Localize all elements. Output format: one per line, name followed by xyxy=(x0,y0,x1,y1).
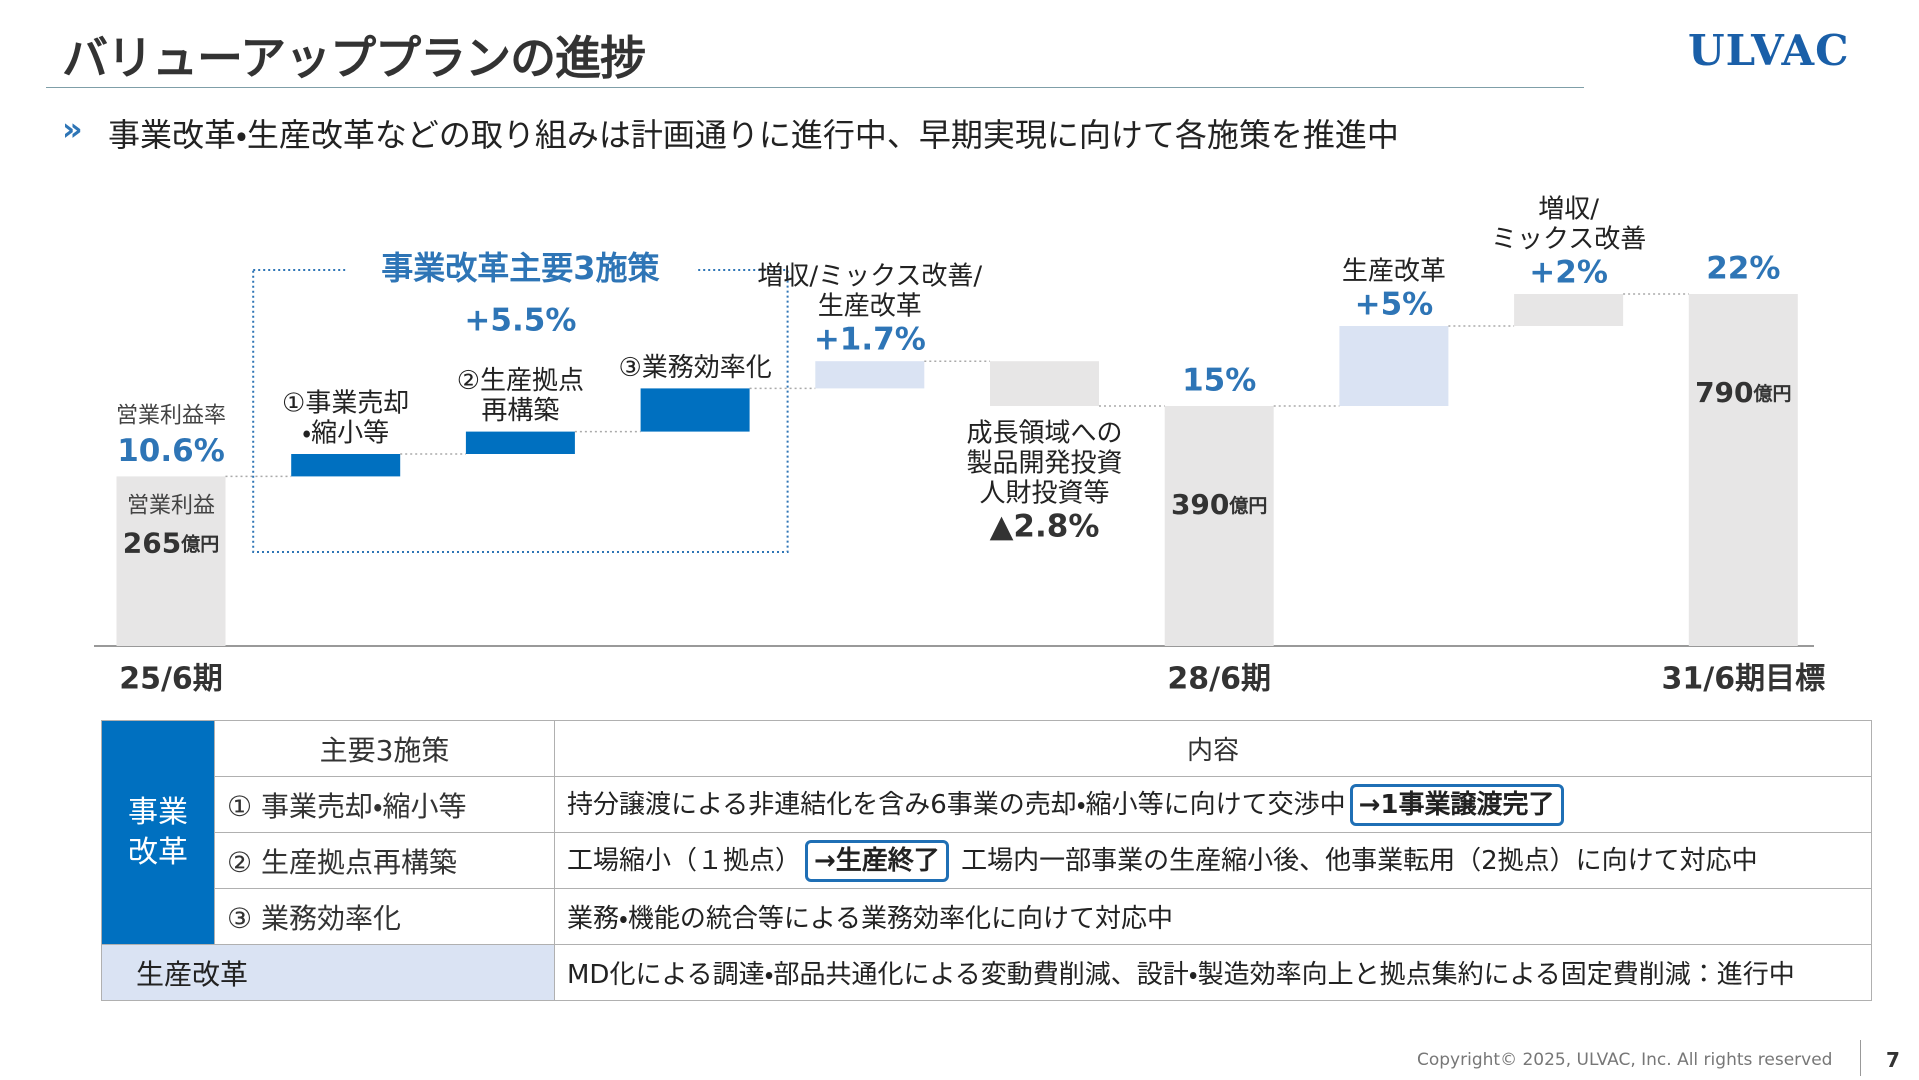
profit-unit: 億円 xyxy=(1228,494,1267,517)
content-text: 工場内一部事業の生産縮小後、他事業転用（2拠点）に向けて対応中 xyxy=(961,845,1758,876)
status-badge: →1事業譲渡完了 xyxy=(1349,783,1564,826)
step-label: 増収/ミックス改善/ xyxy=(757,262,982,292)
value-label: +1.7% xyxy=(814,322,926,358)
side-header-line: 事業 xyxy=(128,794,188,830)
table-row: 事業改革 主要3施策 内容 xyxy=(101,720,1872,945)
step-bar xyxy=(1339,326,1449,406)
step-label: ③業務効率化 xyxy=(618,353,771,383)
inner-label: 営業利益 xyxy=(127,493,215,518)
table-row: ③ 業務効率化 業務・機能の統合等による業務効率化に向けて対応中 xyxy=(102,888,1872,945)
total-bar xyxy=(116,476,226,646)
step-label: 生産改革 xyxy=(818,292,922,322)
step-bar xyxy=(291,454,401,477)
profit-unit: 億円 xyxy=(1753,382,1792,405)
category-label: 25/6期 xyxy=(119,662,223,697)
step-label: 成長領域への xyxy=(966,419,1122,449)
step-label: 再構築 xyxy=(481,396,559,426)
group-box xyxy=(252,269,789,553)
content-text: 持分譲渡による非連結化を含み6事業の売却・縮小等に向けて交渉中 xyxy=(567,789,1346,820)
profit-label: 390億円 xyxy=(1171,488,1267,521)
profit-value: 390 xyxy=(1171,488,1229,521)
item-cell: 生産改革 xyxy=(101,944,555,1001)
step-label: 増収/ xyxy=(1538,195,1599,225)
copyright: Copyright© 2025, ULVAC, Inc. All rights … xyxy=(1417,1050,1833,1070)
value-label: 22% xyxy=(1706,251,1780,287)
step-label: 人財投資等 xyxy=(979,479,1109,509)
measures-table: 事業改革 主要3施策 内容 ① 事業売却・縮小等 持分譲渡による非連結化を含み6… xyxy=(101,720,1872,1001)
slide-title: バリューアッププランの進捗 xyxy=(62,31,646,85)
profit-value: 790 xyxy=(1695,376,1753,409)
value-label: +2% xyxy=(1529,255,1608,291)
step-bar xyxy=(815,361,925,389)
step-label: ②生産拠点 xyxy=(457,366,584,396)
table-row: ② 生産拠点再構築 工場縮小（１拠点） →生産終了 工場内一部事業の生産縮小後、他… xyxy=(102,832,1872,889)
value-label: +5.5% xyxy=(464,303,576,339)
step-label: ミックス改善 xyxy=(1491,225,1646,255)
step-bar xyxy=(990,361,1099,406)
status-badge: →生産終了 xyxy=(805,839,949,882)
value-label: 10.6% xyxy=(117,433,225,469)
item-cell: ① 事業売却・縮小等 xyxy=(214,776,555,833)
category-label: 28/6期 xyxy=(1167,662,1271,697)
step-bar xyxy=(640,388,750,432)
step-label: 製品開発投資 xyxy=(966,449,1122,479)
group-title: 事業改革主要3施策 xyxy=(381,249,659,287)
column-header: 主要3施策 xyxy=(214,720,555,777)
item-cell: ② 生産拠点再構築 xyxy=(214,832,555,889)
table-row: ① 事業売却・縮小等 持分譲渡による非連結化を含み6事業の売却・縮小等に向けて交… xyxy=(102,776,1872,833)
subtitle: 事業改革・生産改革などの取り組みは計画通りに進行中、早期実現に向けて各施策を推進… xyxy=(108,116,1399,154)
profit-unit: 億円 xyxy=(180,532,219,555)
step-label: 生産改革 xyxy=(1342,257,1446,287)
profit-value: 265 xyxy=(123,526,181,559)
content-text: 工場縮小（１拠点） xyxy=(567,845,802,876)
caption: 営業利益率 xyxy=(116,403,226,428)
profit-label: 265億円 xyxy=(123,526,219,559)
group-title-bg xyxy=(345,250,696,290)
step-bar xyxy=(1514,294,1624,326)
side-header-line: 改革 xyxy=(128,834,188,870)
page-number: 7 xyxy=(1886,1048,1900,1072)
total-bar xyxy=(1164,406,1274,646)
total-bar xyxy=(1688,294,1798,646)
category-label: 31/6期目標 xyxy=(1662,662,1826,697)
value-label: +5% xyxy=(1355,287,1434,323)
content-cell: 業務・機能の統合等による業務効率化に向けて対応中 xyxy=(554,888,1872,945)
value-label: 15% xyxy=(1182,363,1256,399)
step-label: ・縮小等 xyxy=(302,419,389,449)
item-cell: ③ 業務効率化 xyxy=(214,888,555,945)
title-rule xyxy=(46,87,1584,88)
side-header: 事業 改革 xyxy=(101,720,215,945)
step-bar xyxy=(465,431,575,454)
content-cell: MD化による調達・部品共通化による変動費削減、設計・製造効率向上と拠点集約による… xyxy=(554,944,1872,1001)
value-label: ▲2.8% xyxy=(990,509,1100,545)
content-cell: 持分譲渡による非連結化を含み6事業の売却・縮小等に向けて交渉中 →1事業譲渡完了 xyxy=(554,776,1872,833)
table-row: 生産改革 MD化による調達・部品共通化による変動費削減、設計・製造効率向上と拠点… xyxy=(101,944,1872,1001)
profit-label: 790億円 xyxy=(1695,376,1791,409)
column-header: 内容 xyxy=(554,720,1872,777)
bullet: » xyxy=(62,110,83,148)
divider xyxy=(1860,1040,1861,1076)
logo: ULVAC xyxy=(1688,26,1850,75)
content-cell: 工場縮小（１拠点） →生産終了 工場内一部事業の生産縮小後、他事業転用（2拠点）に… xyxy=(554,832,1872,889)
step-label: ①事業売却 xyxy=(282,389,409,419)
